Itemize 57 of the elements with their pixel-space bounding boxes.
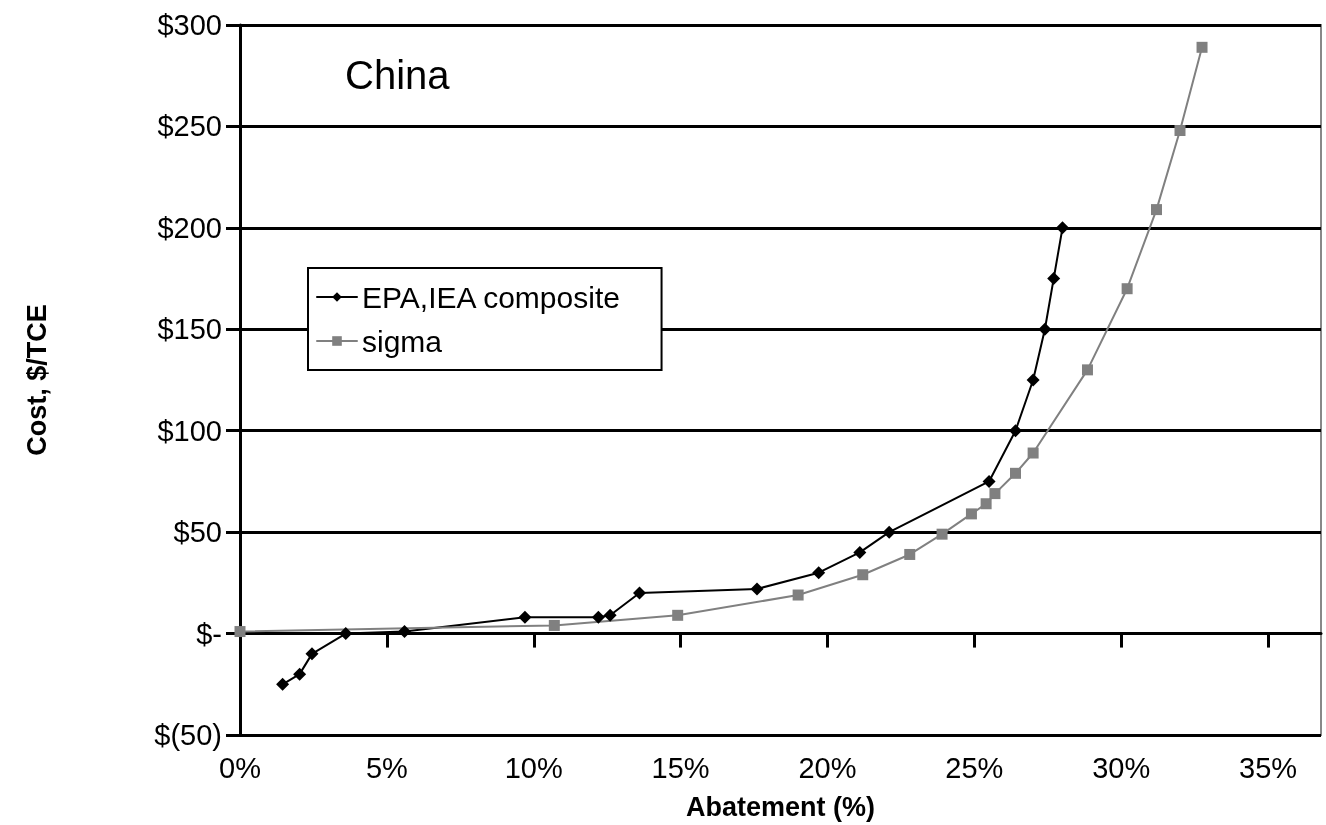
- point: [633, 586, 646, 600]
- y-tick-label: $50: [173, 516, 222, 549]
- point: [750, 582, 764, 596]
- point: [982, 474, 996, 488]
- point: [989, 488, 1001, 500]
- point: [1047, 272, 1061, 286]
- point: [904, 548, 916, 560]
- point: [882, 525, 896, 539]
- y-axis-title: Cost, $/TCE: [21, 304, 52, 456]
- legend-label: EPA,IEA composite: [362, 280, 620, 314]
- point: [339, 627, 353, 641]
- x-tick-label: 15%: [651, 751, 710, 784]
- point: [1151, 204, 1162, 216]
- y-tick-label: $150: [157, 313, 222, 346]
- point: [1010, 467, 1021, 479]
- point: [276, 677, 290, 691]
- point: [234, 626, 246, 638]
- x-tick-label: 20%: [798, 751, 857, 784]
- x-tick-label: 25%: [945, 751, 1004, 784]
- point: [1026, 373, 1040, 387]
- point: [1056, 221, 1069, 235]
- point: [857, 569, 869, 581]
- x-tick-label: 5%: [365, 751, 408, 784]
- point: [1121, 283, 1133, 295]
- point: [936, 528, 948, 540]
- y-tick-label: $200: [157, 211, 222, 244]
- point: [1038, 322, 1052, 336]
- x-tick-label: 0%: [219, 751, 261, 784]
- point: [980, 498, 992, 510]
- y-tick-label: $250: [157, 110, 222, 143]
- point: [965, 508, 977, 520]
- point: [1081, 364, 1093, 376]
- legend-label: sigma: [362, 324, 443, 358]
- point: [603, 608, 617, 622]
- point: [591, 610, 605, 624]
- y-tick-label: $300: [157, 9, 222, 41]
- point: [792, 589, 804, 601]
- point: [293, 667, 307, 681]
- y-tick-label: $(50): [154, 719, 222, 751]
- point: [812, 566, 826, 580]
- text: China: [345, 53, 451, 97]
- point: [672, 609, 684, 621]
- point: [1027, 447, 1039, 459]
- point: [853, 545, 867, 559]
- point: [1009, 424, 1022, 438]
- point: [518, 610, 532, 624]
- x-tick-label: 35%: [1239, 751, 1298, 784]
- point: [548, 619, 560, 631]
- x-tick-label: 30%: [1092, 751, 1151, 784]
- point: [1174, 124, 1186, 136]
- y-tick-label: $-: [196, 617, 222, 650]
- point: [398, 625, 411, 639]
- y-tick-label: $100: [157, 414, 222, 447]
- x-tick-label: 10%: [504, 751, 563, 784]
- point: [1196, 41, 1208, 53]
- point: [305, 647, 319, 661]
- x-axis-title: Abatement (%): [685, 791, 876, 822]
